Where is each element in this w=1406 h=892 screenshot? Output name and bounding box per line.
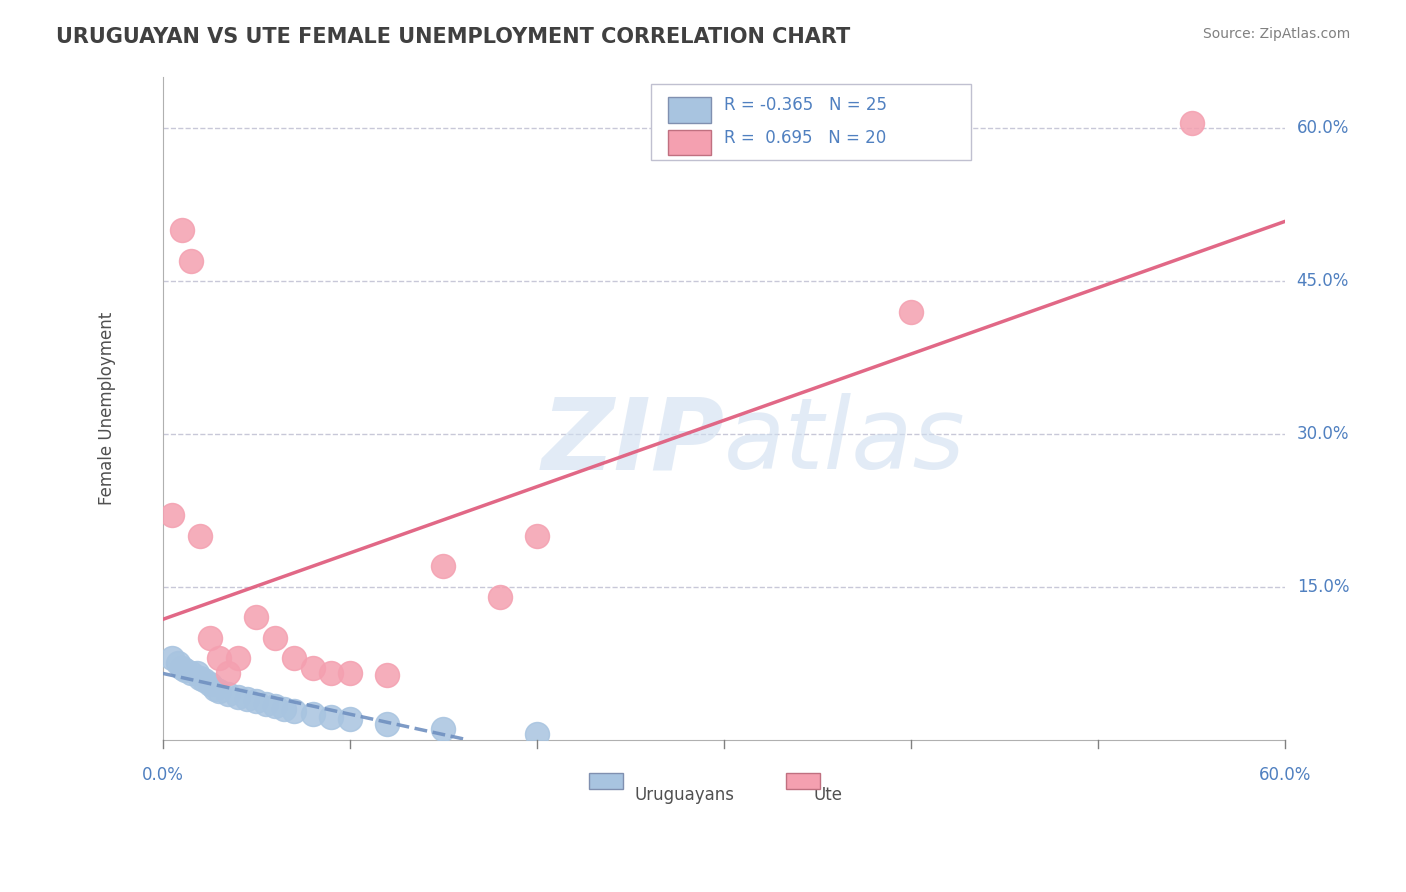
Bar (589, 772, 623, 789)
FancyBboxPatch shape (651, 84, 972, 161)
Point (339, 666, 361, 681)
Point (245, 694, 267, 708)
Point (236, 691, 259, 706)
Point (301, 661, 323, 675)
Point (283, 704, 305, 718)
Point (198, 676, 221, 690)
Text: R = -0.365   N = 25: R = -0.365 N = 25 (724, 96, 887, 114)
Point (254, 697, 277, 711)
Point (193, 673, 215, 688)
Text: atlas: atlas (724, 393, 966, 490)
Point (900, 304, 922, 318)
Point (264, 631, 287, 645)
Point (217, 687, 239, 701)
Text: 30.0%: 30.0% (1296, 425, 1350, 443)
Point (166, 656, 188, 670)
Text: 45.0%: 45.0% (1296, 272, 1348, 290)
Point (198, 631, 221, 645)
Text: R =  0.695   N = 20: R = 0.695 N = 20 (724, 129, 886, 147)
Point (1181, 116, 1204, 130)
Text: Ute: Ute (814, 786, 844, 804)
Point (245, 610, 267, 624)
Point (226, 651, 249, 665)
Point (208, 651, 231, 665)
Point (301, 707, 323, 722)
Point (432, 723, 454, 737)
Point (174, 663, 197, 677)
Point (432, 559, 454, 574)
Text: 60.0%: 60.0% (1296, 120, 1348, 137)
Point (180, 666, 202, 681)
Point (377, 717, 399, 731)
Point (273, 702, 295, 716)
Text: 0.0%: 0.0% (142, 766, 184, 784)
Point (321, 710, 343, 724)
Point (186, 666, 208, 681)
Bar (668, 97, 710, 122)
Point (488, 590, 510, 604)
Point (526, 727, 548, 741)
Point (188, 672, 211, 686)
Point (188, 529, 211, 543)
Text: 60.0%: 60.0% (1260, 766, 1312, 784)
Point (339, 712, 361, 726)
Point (204, 681, 226, 696)
Point (160, 508, 183, 523)
Text: Source: ZipAtlas.com: Source: ZipAtlas.com (1202, 27, 1350, 41)
Point (526, 529, 548, 543)
Text: ZIP: ZIP (541, 393, 724, 490)
Point (170, 661, 193, 675)
Bar (786, 772, 820, 789)
Text: URUGUAYAN VS UTE FEMALE UNEMPLOYMENT CORRELATION CHART: URUGUAYAN VS UTE FEMALE UNEMPLOYMENT COR… (56, 27, 851, 46)
Point (226, 690, 249, 704)
Text: Uruguayans: Uruguayans (634, 786, 734, 804)
Text: 15.0%: 15.0% (1296, 578, 1350, 596)
Text: Female Unemployment: Female Unemployment (97, 312, 115, 505)
Point (180, 253, 202, 268)
Point (170, 223, 193, 237)
Point (208, 683, 231, 698)
Bar (668, 130, 710, 155)
Point (283, 651, 305, 665)
Point (321, 666, 343, 681)
Point (160, 651, 183, 665)
Point (217, 666, 239, 681)
Point (264, 698, 287, 713)
Point (377, 668, 399, 682)
